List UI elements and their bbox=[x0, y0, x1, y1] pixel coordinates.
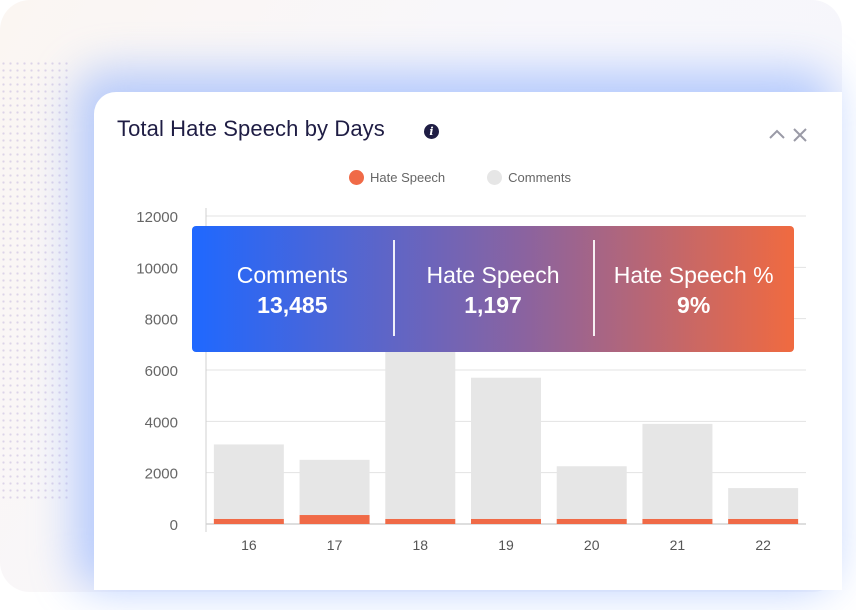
stat-hate-speech-value: 1,197 bbox=[464, 292, 522, 318]
x-tick-label: 20 bbox=[584, 537, 600, 553]
bar-chart: 0 2000 4000 6000 8000 10000 12000 16 17 18 19 20 21 2… bbox=[136, 208, 806, 553]
close-icon[interactable] bbox=[791, 126, 809, 144]
bar-hate-speech bbox=[556, 518, 627, 524]
stat-comments-label: Comments bbox=[236, 262, 348, 288]
bar-comments bbox=[642, 423, 713, 519]
x-tick-label: 22 bbox=[755, 537, 771, 553]
bar-comments bbox=[213, 444, 284, 519]
bar-hate-speech bbox=[471, 518, 541, 524]
stat-hate-speech-pct-value: 9% bbox=[677, 292, 711, 318]
stat-comments-value: 13,485 bbox=[257, 292, 328, 318]
chevron-up-icon[interactable] bbox=[768, 126, 786, 144]
chart-legend: Hate Speech Comments bbox=[349, 170, 571, 185]
bar-hate-speech bbox=[385, 518, 456, 524]
bar-hate-speech bbox=[299, 515, 370, 524]
widget-title: Total Hate Speech by Days bbox=[117, 116, 385, 141]
stat-hate-speech-pct-label: Hate Speech % bbox=[613, 262, 774, 288]
bar-comments bbox=[385, 346, 456, 519]
stat-hate-speech-label: Hate Speech bbox=[426, 262, 560, 288]
stat-comments: Comments 13,485 bbox=[192, 226, 393, 352]
bar-comments bbox=[471, 377, 541, 519]
x-tick-label: 17 bbox=[327, 537, 343, 553]
legend-swatch-hate-speech bbox=[349, 170, 364, 185]
info-icon[interactable]: i bbox=[424, 124, 439, 139]
x-tick-label: 21 bbox=[670, 537, 686, 553]
y-tick-label: 12000 bbox=[136, 209, 178, 226]
bar-comments bbox=[728, 488, 799, 519]
stat-hate-speech-pct: Hate Speech % 9% bbox=[593, 226, 794, 352]
stat-hate-speech: Hate Speech 1,197 bbox=[392, 226, 594, 352]
legend-label-hate-speech: Hate Speech bbox=[370, 170, 446, 185]
legend-item-hate-speech[interactable]: Hate Speech bbox=[349, 170, 445, 185]
y-tick-label: 2000 bbox=[145, 466, 178, 483]
y-tick-label: 0 bbox=[170, 517, 178, 534]
legend-swatch-comments bbox=[487, 170, 503, 185]
bar-comments bbox=[299, 459, 370, 516]
legend-label-comments: Comments bbox=[508, 170, 572, 185]
y-tick-label: 8000 bbox=[145, 312, 178, 329]
dot-pattern bbox=[0, 60, 70, 500]
y-tick-label: 6000 bbox=[145, 363, 178, 380]
y-tick-label: 10000 bbox=[136, 260, 178, 277]
chart-widget-card: Total Hate Speech by Days i Hate Speech … bbox=[94, 92, 842, 590]
bar-hate-speech bbox=[728, 518, 799, 524]
x-tick-label: 19 bbox=[498, 537, 514, 553]
x-tick-label: 16 bbox=[241, 537, 257, 553]
y-tick-label: 4000 bbox=[145, 414, 178, 431]
summary-banner: Comments 13,485 Hate Speech 1,197 Hate S… bbox=[192, 226, 794, 352]
bar-hate-speech bbox=[213, 518, 284, 524]
bar-comments bbox=[556, 466, 627, 519]
legend-item-comments[interactable]: Comments bbox=[487, 170, 571, 185]
x-tick-label: 18 bbox=[412, 537, 428, 553]
bar-hate-speech bbox=[642, 518, 713, 524]
